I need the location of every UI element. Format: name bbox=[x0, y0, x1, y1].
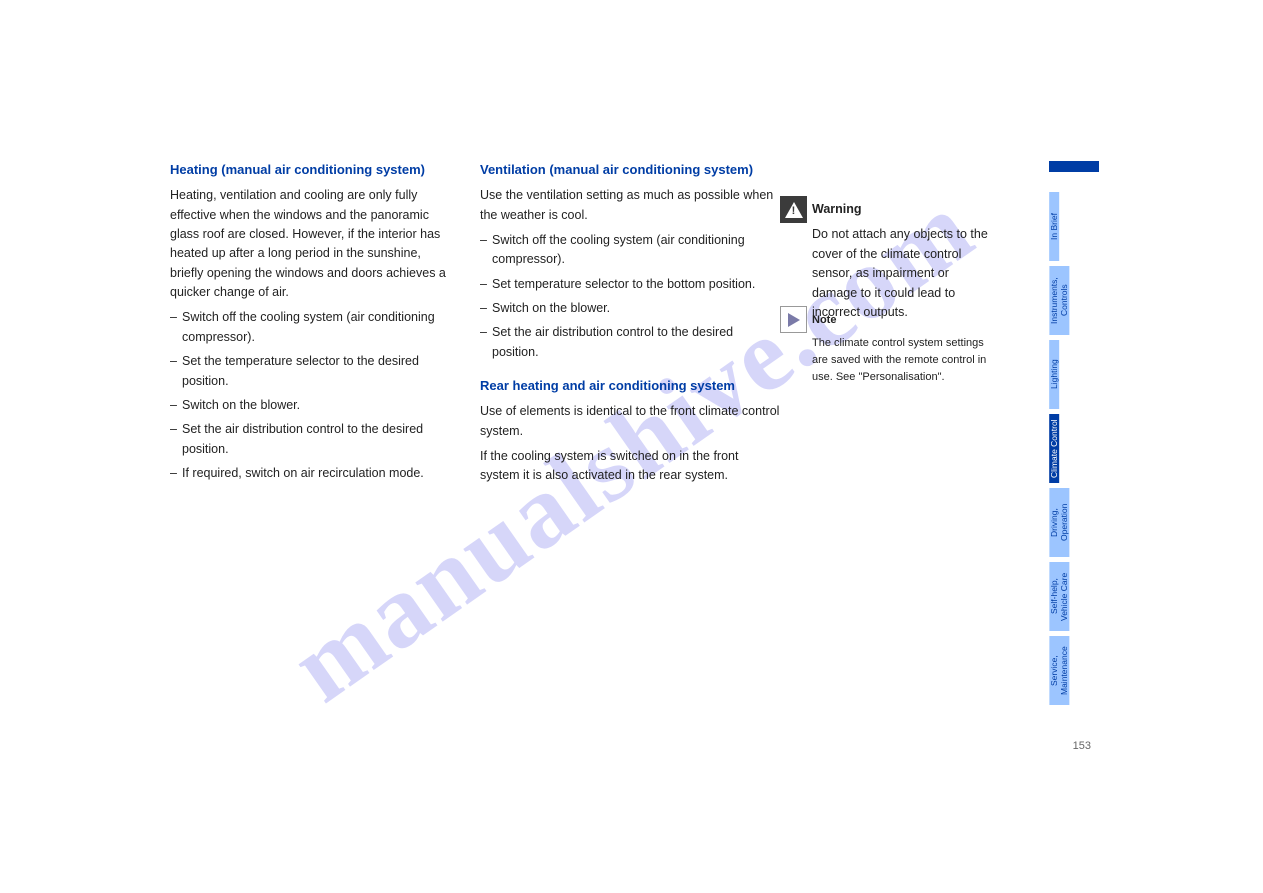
tab-driving[interactable]: Driving, Operation bbox=[1049, 488, 1069, 557]
bullet: If required, switch on air recirculation… bbox=[170, 464, 450, 483]
note-label: Note bbox=[812, 312, 992, 329]
heading-right-2: Rear heating and air conditioning system bbox=[480, 376, 780, 396]
heading-right-1: Ventilation (manual air conditioning sys… bbox=[480, 160, 780, 180]
bullet: Set temperature selector to the bottom p… bbox=[480, 275, 780, 294]
warning-label: Warning bbox=[812, 200, 992, 219]
heading-left: Heating (manual air conditioning system) bbox=[170, 160, 450, 180]
tab-service[interactable]: Service, Maintenance bbox=[1049, 636, 1069, 705]
tab-in-brief[interactable]: In Brief bbox=[1049, 192, 1059, 261]
note-block: Note The climate control system settings… bbox=[812, 312, 992, 392]
bullet: Set the air distribution control to the … bbox=[480, 323, 780, 362]
bullet: Set the air distribution control to the … bbox=[170, 420, 450, 459]
section-tabs: In Brief Instruments, Controls Lighting … bbox=[1049, 161, 1099, 710]
manual-page: manualshive.com Heating (manual air cond… bbox=[0, 0, 1263, 893]
tab-instruments[interactable]: Instruments, Controls bbox=[1049, 266, 1069, 335]
bullet: Set the temperature selector to the desi… bbox=[170, 352, 450, 391]
warning-icon bbox=[780, 196, 807, 223]
warning-block: Warning Do not attach any objects to the… bbox=[812, 200, 992, 328]
column-left: Heating (manual air conditioning system)… bbox=[170, 160, 450, 488]
note-icon bbox=[780, 306, 807, 333]
bullet: Switch off the cooling system (air condi… bbox=[170, 308, 450, 347]
column-right: Ventilation (manual air conditioning sys… bbox=[480, 160, 780, 492]
bullet: Switch off the cooling system (air condi… bbox=[480, 231, 780, 270]
tab-climate-control[interactable]: Climate Control bbox=[1049, 414, 1059, 483]
bullet: Switch on the blower. bbox=[480, 299, 780, 318]
para-right-1: Use the ventilation setting as much as p… bbox=[480, 186, 780, 225]
warning-text: Do not attach any objects to the cover o… bbox=[812, 225, 992, 322]
para-right-2: Use of elements is identical to the fron… bbox=[480, 402, 780, 441]
page-number: 153 bbox=[1073, 740, 1091, 752]
note-text: The climate control system settings are … bbox=[812, 335, 992, 386]
para-left-1: Heating, ventilation and cooling are onl… bbox=[170, 186, 450, 302]
bullet: Switch on the blower. bbox=[170, 396, 450, 415]
tab-topbar bbox=[1049, 161, 1099, 172]
tab-self-help[interactable]: Self-help, Vehicle Care bbox=[1049, 562, 1069, 631]
tab-lighting[interactable]: Lighting bbox=[1049, 340, 1059, 409]
para-right-3: If the cooling system is switched on in … bbox=[480, 447, 780, 486]
